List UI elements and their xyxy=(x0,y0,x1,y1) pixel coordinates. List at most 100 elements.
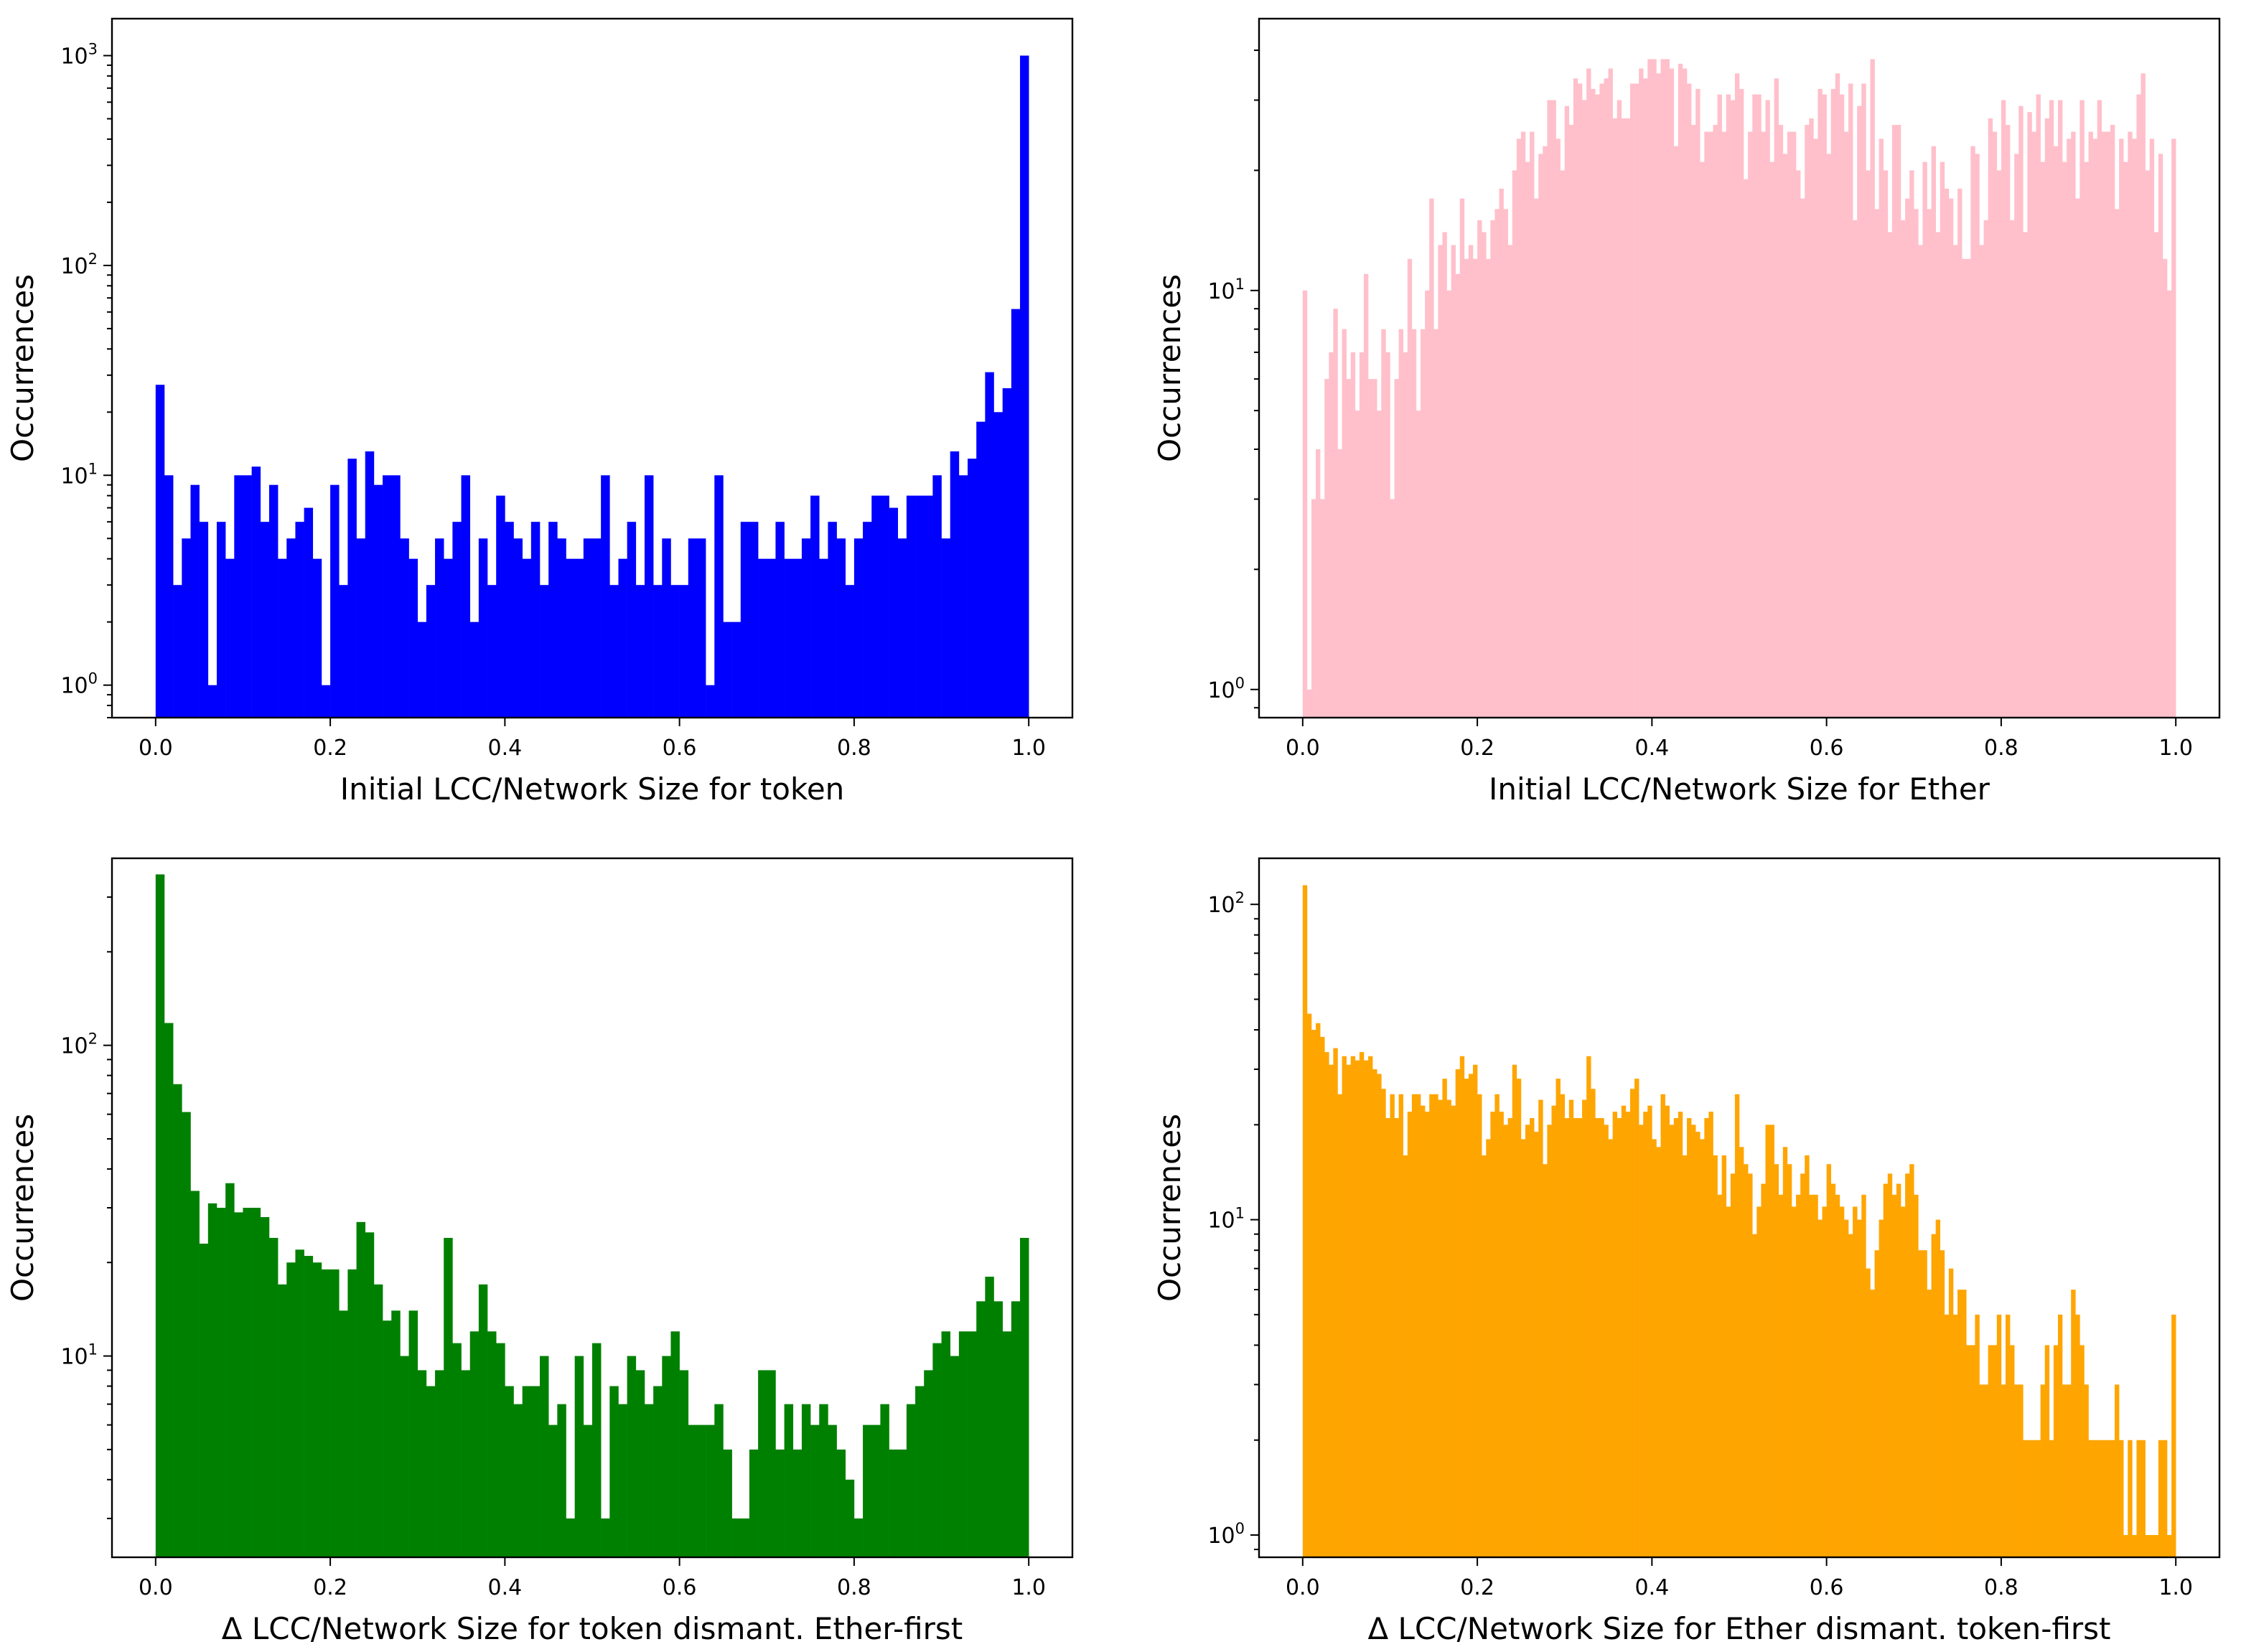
histogram-bar xyxy=(268,484,279,718)
histogram-bar xyxy=(740,522,750,718)
histogram-bar xyxy=(2158,1440,2163,1557)
histogram-bar xyxy=(1765,1125,1770,1557)
histogram-bar xyxy=(286,538,296,718)
histogram-bar xyxy=(1416,410,1421,718)
histogram-bar xyxy=(1721,131,1727,718)
histogram-bar xyxy=(391,1310,401,1557)
histogram-bar xyxy=(968,459,977,718)
histogram-bar xyxy=(767,1370,776,1557)
histogram-bar xyxy=(1591,1089,1596,1557)
histogram-bar xyxy=(1962,1290,1967,1557)
histogram-bar xyxy=(2119,139,2124,718)
histogram-bar xyxy=(670,1331,680,1557)
histogram-bar xyxy=(863,1425,872,1557)
x-tick-label: 0.0 xyxy=(1286,736,1320,761)
histogram-bar xyxy=(1966,258,1971,718)
histogram-bar xyxy=(1660,1094,1665,1557)
histogram-bar xyxy=(1817,88,1823,718)
histogram-bar xyxy=(513,1404,523,1557)
histogram-bar xyxy=(1359,352,1365,718)
histogram-bar xyxy=(1813,1194,1818,1557)
histogram-bar xyxy=(2097,1440,2102,1557)
histogram-bar xyxy=(1883,1183,1889,1557)
histogram-bar xyxy=(1639,68,1644,718)
histogram-bar xyxy=(1791,1206,1797,1557)
histogram-bar xyxy=(155,874,165,1557)
histogram-bar xyxy=(1473,258,1478,718)
histogram-bar xyxy=(688,538,698,718)
histogram-bar xyxy=(1582,1099,1587,1557)
histogram-bar xyxy=(207,1203,217,1557)
histogram-bar xyxy=(1455,1069,1461,1557)
histogram-bar xyxy=(199,1243,209,1557)
histogram-bar xyxy=(530,522,541,718)
histogram-bar xyxy=(2136,1440,2141,1557)
histogram-bar xyxy=(1516,139,1522,718)
histogram-bar xyxy=(243,475,252,718)
histogram-bar xyxy=(2136,94,2141,718)
histogram-bar xyxy=(1612,118,1618,718)
plot-frame xyxy=(111,17,1074,719)
y-tick-label: 100 xyxy=(1207,675,1245,703)
histogram-bar xyxy=(1363,1060,1369,1557)
histogram-bar xyxy=(1390,499,1395,718)
histogram-bar xyxy=(740,1518,750,1557)
histogram-bar xyxy=(330,1269,340,1557)
histogram-bar xyxy=(1324,379,1329,718)
histogram-bar xyxy=(2141,1440,2146,1557)
histogram-bar xyxy=(1490,1112,1495,1557)
x-axis-ticks: 0.0 0.2 0.4 0.6 0.8 1.0 xyxy=(1286,1557,2193,1600)
histogram-bar xyxy=(2162,258,2168,718)
histogram-bar xyxy=(1482,1155,1487,1557)
histogram-bar xyxy=(1560,170,1566,718)
histogram-bar xyxy=(985,1277,994,1557)
histogram-bar xyxy=(2027,112,2032,718)
histogram-bar xyxy=(1490,220,1495,718)
histogram-bar xyxy=(2092,1440,2098,1557)
histogram-bar xyxy=(1306,689,1312,718)
histogram-bar xyxy=(1848,1234,1853,1557)
histogram-bar xyxy=(1752,1234,1757,1557)
histogram-bar xyxy=(932,1343,942,1557)
histogram-bar xyxy=(286,1262,296,1557)
histogram-bar xyxy=(1377,410,1382,718)
histogram-bar xyxy=(662,1356,671,1557)
histogram-bar xyxy=(1896,125,1901,718)
histogram-bar xyxy=(461,475,471,718)
histogram-bar xyxy=(1390,1094,1395,1557)
histogram-bar xyxy=(1446,1099,1451,1557)
y-axis-label: Occurrences xyxy=(5,274,40,462)
histogram-bar xyxy=(836,538,846,718)
histogram-bar xyxy=(2023,232,2028,718)
histogram-bar xyxy=(1459,1056,1465,1557)
histogram-bar xyxy=(583,538,593,718)
histogram-bar xyxy=(775,522,785,718)
histogram-bar xyxy=(758,1370,767,1557)
histogram-bar xyxy=(1805,125,1810,718)
histogram-bar xyxy=(1333,309,1338,718)
histogram-bar xyxy=(1843,1219,1849,1557)
histogram-bar xyxy=(1564,105,1570,718)
histogram-bar xyxy=(679,1370,689,1557)
histogram-bar xyxy=(1473,1064,1478,1557)
histogram-bar xyxy=(1586,1056,1591,1557)
histogram-bar xyxy=(2014,154,2019,718)
bar-series xyxy=(155,55,1029,718)
histogram-bar xyxy=(417,621,427,718)
histogram-bar xyxy=(452,522,462,718)
histogram-bar xyxy=(1948,1268,1954,1557)
histogram-bar xyxy=(278,1284,287,1557)
y-axis-ticks: 100 101 102 103 xyxy=(60,40,112,718)
histogram-bar xyxy=(1459,198,1465,718)
histogram-bar xyxy=(2141,73,2146,718)
histogram-bar xyxy=(1761,1183,1766,1557)
histogram-bar xyxy=(444,558,453,718)
histogram-bar xyxy=(1520,1139,1526,1557)
x-tick-label: 0.6 xyxy=(663,736,697,761)
histogram-bar xyxy=(714,475,724,718)
histogram-bar xyxy=(1507,245,1513,718)
histogram-bar xyxy=(1883,170,1889,718)
histogram-bar xyxy=(1011,1301,1021,1557)
histogram-bar xyxy=(1817,1219,1823,1557)
histogram-bar xyxy=(408,558,418,718)
